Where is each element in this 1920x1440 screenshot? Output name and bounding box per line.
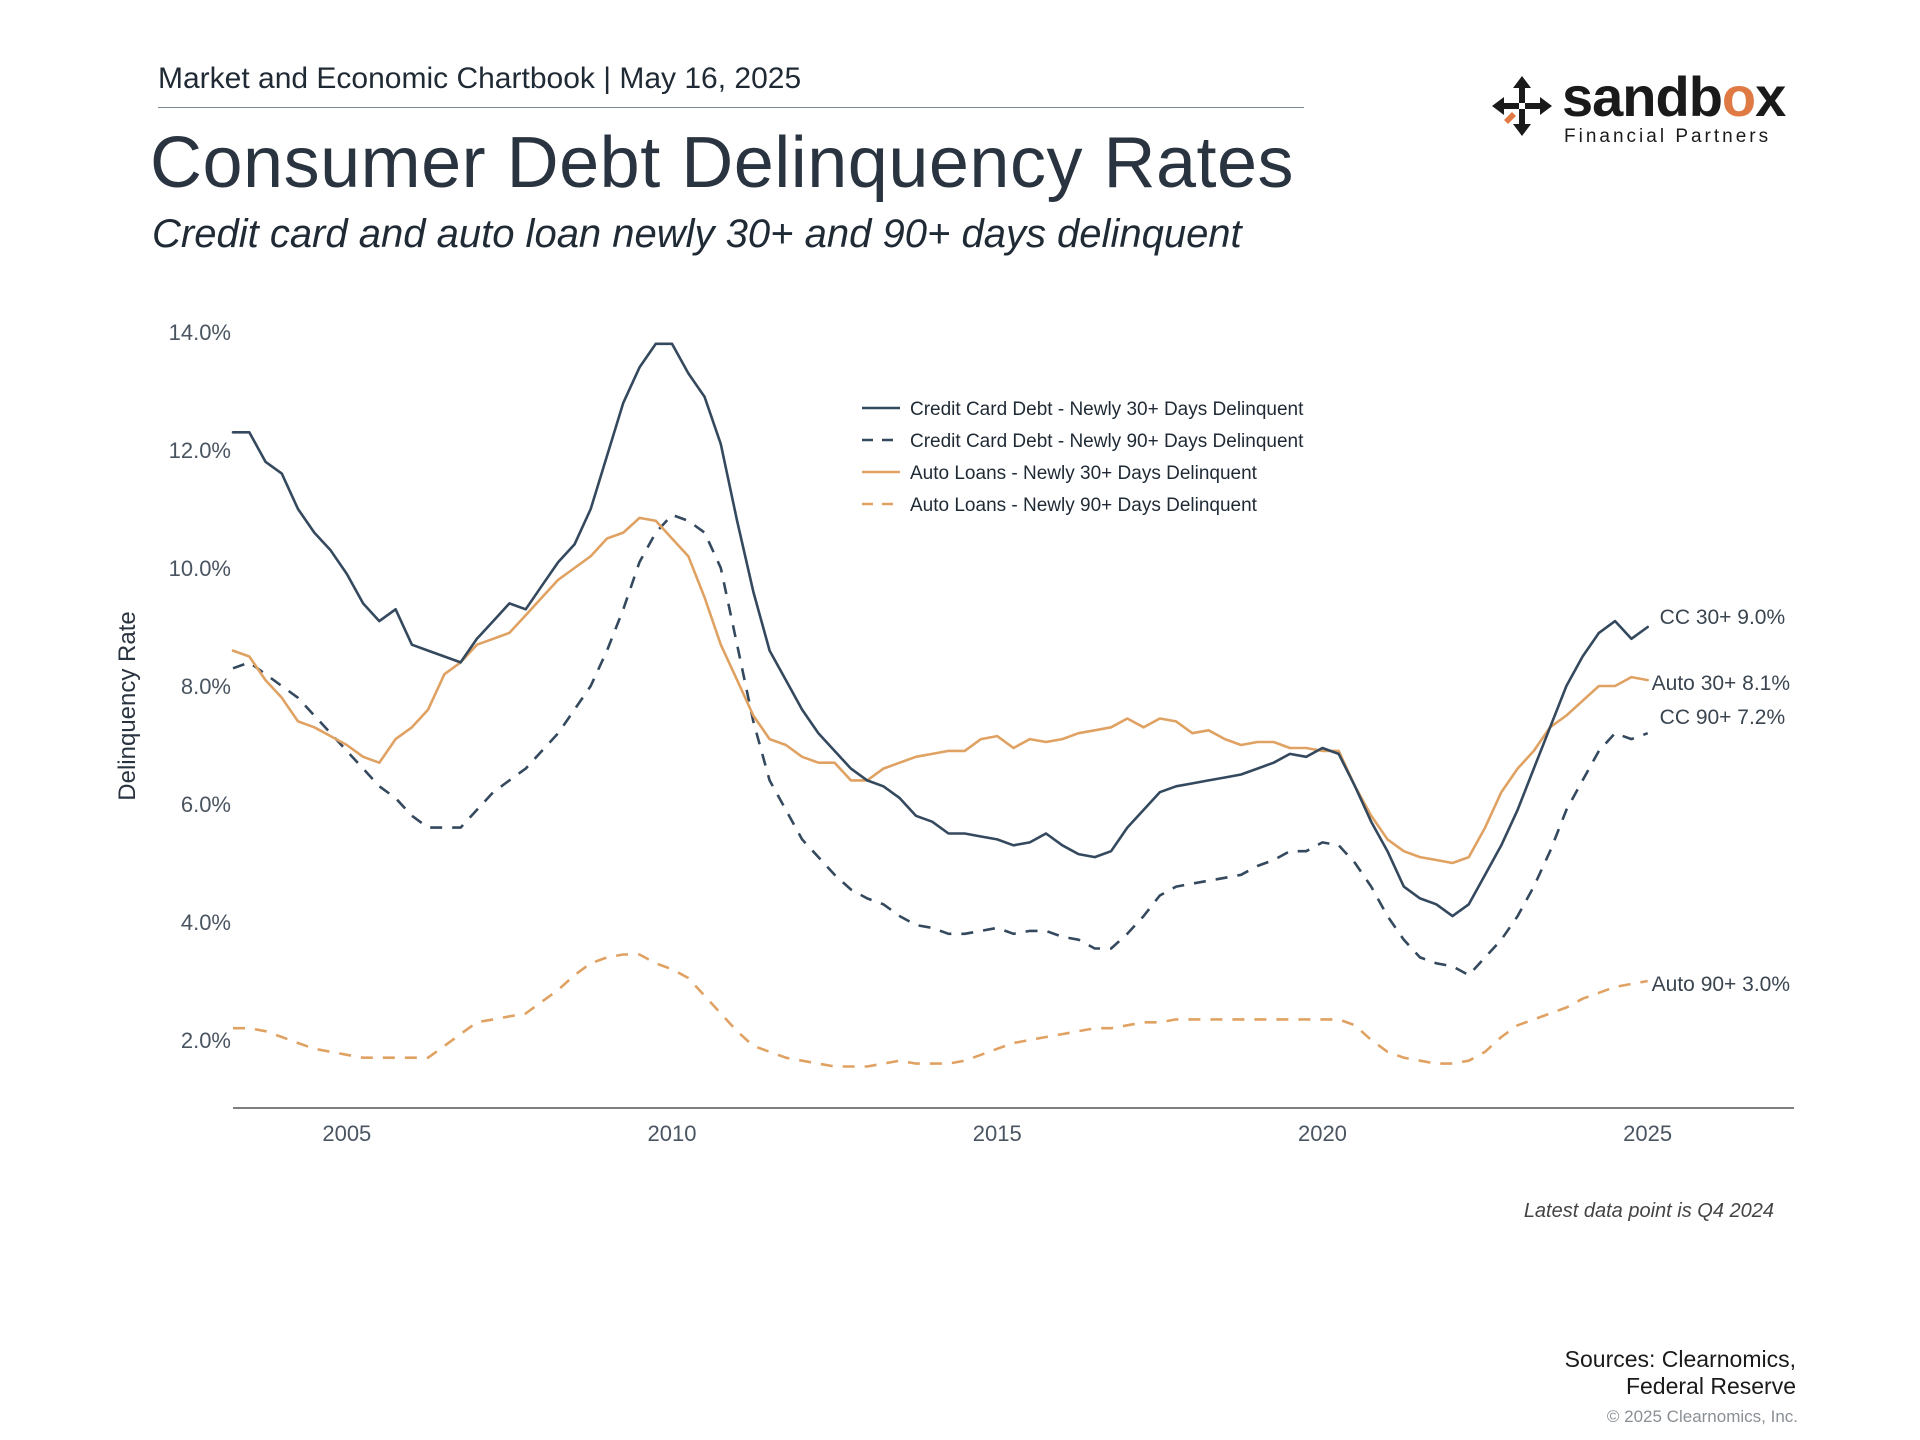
latest-data-note: Latest data point is Q4 2024: [1523, 1200, 1774, 1222]
cc-90-end-label: CC 90+ 7.2%: [1660, 706, 1786, 729]
sandbox-logo: sandbox Financial Partners: [1490, 65, 1790, 160]
x-tick-label: 2015: [973, 1121, 1022, 1146]
y-axis-title: Delinquency Rate: [114, 611, 141, 800]
logo-wordmark: sandbox: [1562, 65, 1786, 128]
legend-label: Auto Loans - Newly 30+ Days Delinquent: [910, 463, 1258, 484]
copyright: © 2025 Clearnomics, Inc.: [1606, 1407, 1798, 1426]
sources-line-2: Federal Reserve: [1625, 1373, 1796, 1399]
y-tick-label: 8.0%: [181, 674, 231, 699]
legend-label: Credit Card Debt - Newly 30+ Days Delinq…: [910, 399, 1304, 420]
y-tick-label: 10.0%: [169, 556, 231, 581]
x-tick-label: 2020: [1298, 1121, 1347, 1146]
header-divider: [158, 107, 1304, 108]
y-tick-label: 2.0%: [181, 1028, 231, 1053]
x-tick-label: 2010: [648, 1121, 697, 1146]
auto-30-end-label: Auto 30+ 8.1%: [1652, 672, 1790, 695]
auto-90-end-label: Auto 90+ 3.0%: [1652, 973, 1790, 996]
page-title: Consumer Debt Delinquency Rates: [150, 123, 1295, 203]
y-tick-label: 6.0%: [181, 792, 231, 817]
legend-label: Auto Loans - Newly 90+ Days Delinquent: [910, 495, 1258, 516]
y-tick-label: 4.0%: [181, 910, 231, 935]
compass-arrows-icon: [1492, 76, 1552, 136]
sources: Sources: Clearnomics, Federal Reserve: [1565, 1346, 1796, 1400]
legend-label: Credit Card Debt - Newly 90+ Days Delinq…: [910, 431, 1304, 452]
x-tick-label: 2025: [1623, 1121, 1672, 1146]
x-tick-label: 2005: [322, 1121, 371, 1146]
cc-30-end-label: CC 30+ 9.0%: [1660, 606, 1786, 629]
page-subtitle: Credit card and auto loan newly 30+ and …: [152, 212, 1242, 256]
cc-90-line: [232, 513, 1649, 977]
y-tick-label: 12.0%: [169, 438, 231, 463]
logo-tagline: Financial Partners: [1564, 126, 1772, 147]
cc-30-line: [231, 342, 1649, 918]
auto-90-line: [233, 953, 1648, 1068]
sources-line-1: Sources: Clearnomics,: [1564, 1346, 1796, 1372]
auto-30-line: [231, 516, 1649, 865]
y-tick-label: 14.0%: [169, 320, 231, 345]
chartbook-header: Market and Economic Chartbook | May 16, …: [158, 62, 802, 95]
